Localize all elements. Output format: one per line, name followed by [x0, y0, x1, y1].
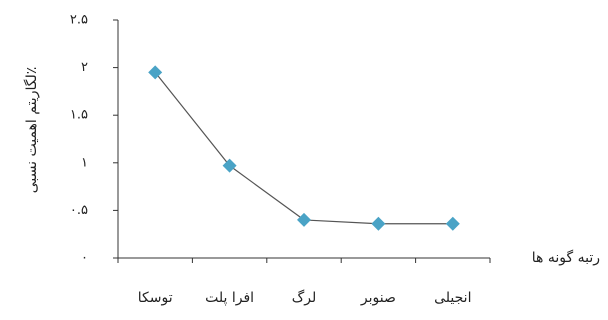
x-tick-label: افرا پلت: [205, 290, 254, 306]
y-tick-label: ۰: [81, 251, 88, 266]
point: [222, 158, 237, 173]
y-tick-label: ۱: [81, 155, 88, 170]
point: [371, 216, 386, 231]
x-tick-label: انجیلی: [434, 290, 471, 306]
point: [445, 216, 460, 231]
x-tick-label: لرگ: [292, 288, 317, 306]
series-line: [154, 71, 453, 225]
y-axis-title: لگاریتم اهمیت نسبی٪: [23, 67, 40, 194]
x-tick-label: صنوبر: [360, 290, 396, 306]
y-tick-label: ۰.۵: [70, 203, 88, 218]
y-tick-label: ۲: [81, 60, 88, 75]
y-tick-label: ۲.۵: [70, 13, 88, 28]
point: [148, 65, 163, 80]
x-tick-label: توسکا: [138, 290, 173, 306]
y-tick-label: ۱.۵: [70, 108, 88, 123]
x-axis-title: رتبه گونه ها: [532, 249, 600, 266]
point: [297, 212, 311, 227]
